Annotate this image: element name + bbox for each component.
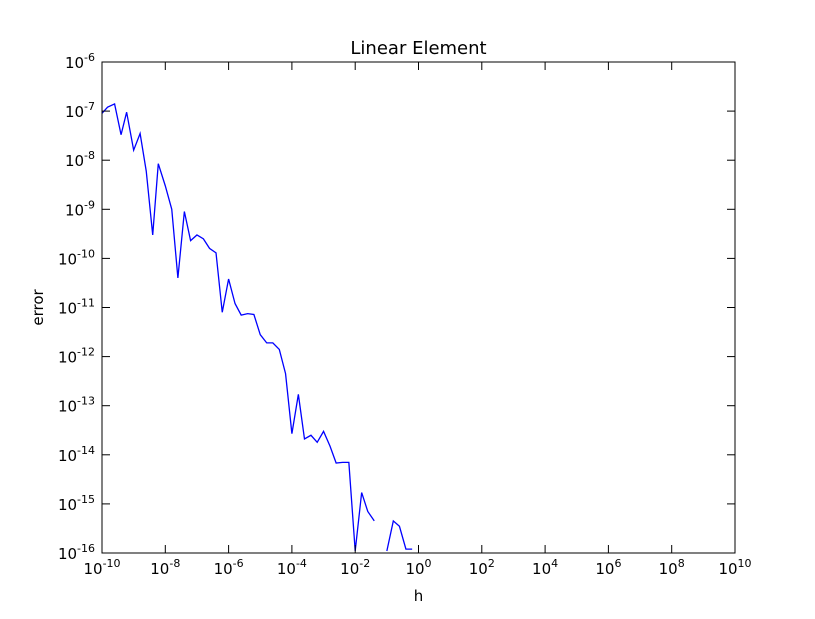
x-tick-label: 1010 (718, 557, 751, 578)
y-tick-label: 10-12 (58, 346, 95, 367)
y-tick-label: 10-9 (65, 198, 95, 219)
x-tick-label: 100 (405, 557, 431, 578)
plot-frame (101, 61, 736, 554)
x-tick-label: 104 (532, 557, 558, 578)
series-line (101, 102, 375, 552)
x-tick-label: 10-4 (277, 557, 307, 578)
y-tick-label: 10-10 (58, 247, 95, 268)
y-axis-label: error (29, 289, 47, 326)
y-tick-label: 10-16 (58, 542, 95, 563)
x-tick-label: 10-6 (214, 557, 244, 578)
y-tick-label: 10-13 (58, 395, 95, 416)
plot-area (101, 102, 413, 552)
x-axis-label: h (414, 587, 424, 605)
y-tick-label: 10-11 (58, 297, 95, 318)
y-tick-label: 10-6 (65, 51, 95, 72)
x-tick-label: 106 (595, 557, 621, 578)
series-line (386, 519, 413, 552)
x-tick-label: 102 (469, 557, 495, 578)
y-tick-label: 10-8 (65, 149, 95, 170)
chart-title: Linear Element (350, 38, 486, 59)
x-tick-label: 10-8 (150, 557, 180, 578)
y-axis-ticks: 10-6 10-7 10-8 10-9 10-10 10-11 10-12 10-13 10-1… (58, 51, 735, 563)
x-tick-label: 10-10 (83, 557, 120, 578)
x-tick-label: 10-2 (340, 557, 370, 578)
x-tick-label: 108 (659, 557, 685, 578)
x-axis-ticks: 10-10 10-8 10-6 10-4 10-2 100 102 104 106 108 1010 (83, 62, 752, 578)
y-tick-label: 10-7 (65, 100, 95, 121)
y-tick-label: 10-14 (58, 444, 95, 465)
y-tick-label: 10-15 (58, 493, 95, 514)
